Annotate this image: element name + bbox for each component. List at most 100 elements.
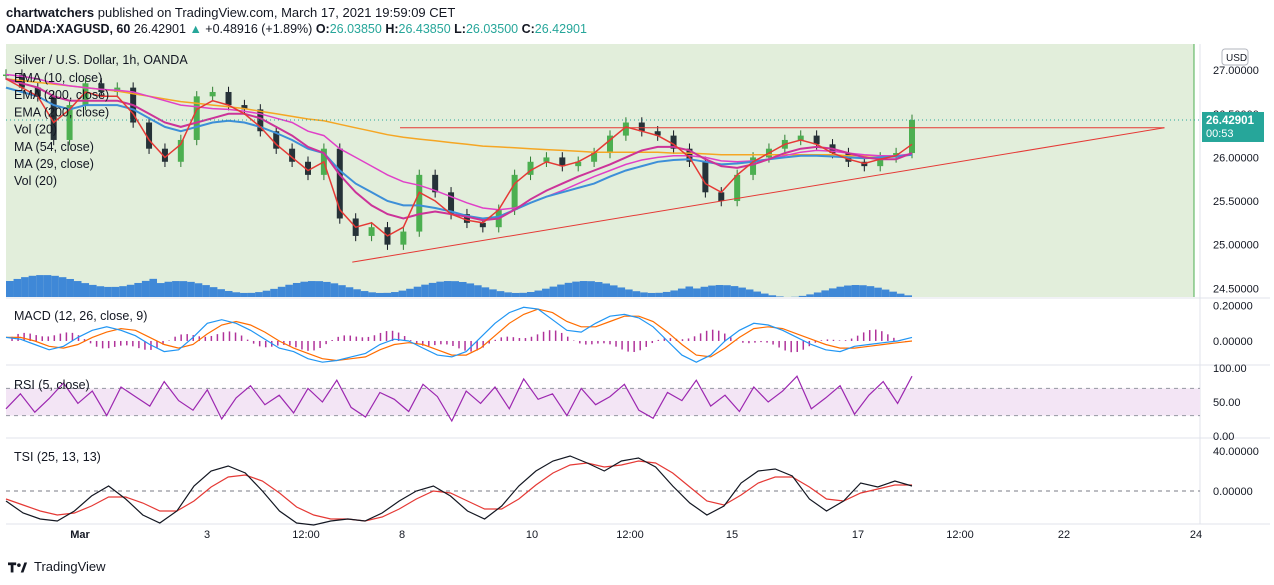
volume-bar [360, 291, 369, 297]
volume-bar [81, 283, 90, 297]
volume-bar [224, 290, 233, 297]
candle-body [257, 109, 264, 132]
legend-entry: MA (29, close) [14, 157, 94, 171]
price-tick-label: 25.00000 [1213, 240, 1259, 252]
currency-label: USD [1226, 53, 1247, 64]
candle-body [813, 135, 820, 145]
candle-body [479, 222, 486, 228]
publish-info: published on TradingView.com, March 17, … [97, 5, 456, 20]
volume-bar [119, 286, 127, 297]
volume-bar [255, 292, 263, 297]
ma29-line [5, 77, 913, 222]
candle-body [416, 174, 423, 232]
volume-bar [202, 285, 210, 297]
countdown-label: 00:53 [1206, 128, 1234, 140]
volume-bar [753, 291, 761, 297]
volume-bar [187, 281, 195, 297]
volume-bar [398, 290, 407, 297]
candle-body [575, 161, 582, 167]
rsi-tick-label: 0.00 [1213, 431, 1234, 443]
volume-bar [262, 290, 271, 297]
tsi-line [5, 455, 913, 526]
x-axis-label: Mar [70, 529, 90, 541]
macd-tick-label: 0.00000 [1213, 336, 1253, 348]
candle-body [559, 157, 566, 167]
volume-bar [13, 278, 22, 297]
candle-body [591, 153, 598, 162]
volume-bar [662, 291, 671, 297]
candle-body [877, 157, 884, 167]
volume-bar [602, 283, 610, 297]
candle-body [909, 119, 915, 154]
volume-bar [519, 292, 527, 297]
volume-bar [217, 289, 225, 297]
volume-bar [43, 275, 52, 297]
candle-body [289, 148, 296, 162]
volume-bar [685, 286, 694, 297]
candle-body [336, 148, 343, 219]
footer-brand: TradingView [34, 559, 106, 574]
volume-bar [806, 294, 814, 297]
volume-bar [209, 287, 218, 297]
volume-bar [844, 285, 852, 297]
volume-bar [836, 286, 845, 297]
candle-body [750, 157, 757, 175]
volume-bar [504, 292, 512, 297]
volume-bar [368, 292, 376, 297]
volume-bar [270, 288, 278, 297]
volume-bar [36, 275, 44, 297]
volume-bar [677, 288, 686, 297]
volume-bar [28, 275, 37, 297]
volume-bar [383, 292, 392, 297]
volume-bar [896, 293, 905, 297]
tsi-tick-label: 0.00000 [1213, 486, 1253, 498]
volume-bar [66, 278, 74, 297]
candle-body [432, 174, 439, 193]
candle-body [638, 122, 645, 132]
price-tick-label: 26.00000 [1213, 152, 1259, 164]
legend-entry: Vol (20) [14, 123, 57, 137]
last-price: 26.42901 [133, 22, 186, 36]
author-name: chartwatchers [6, 5, 95, 20]
volume-bar [813, 292, 822, 297]
volume-bar [172, 281, 180, 297]
volume-bar [315, 281, 324, 297]
volume-bar [58, 277, 67, 297]
volume-bar [738, 287, 746, 297]
candle-body [702, 161, 709, 193]
volume-bar [96, 286, 105, 297]
volume-bar [640, 292, 648, 297]
ohlc-line: OANDA:XAGUSD, 60 26.42901 ▲ +0.48916 (+1… [6, 22, 587, 36]
x-axis-label: 3 [204, 529, 210, 541]
candle-body [146, 122, 153, 149]
volume-bar [904, 295, 912, 297]
candle-body [734, 174, 741, 202]
candle-body [368, 227, 375, 236]
volume-bar [338, 285, 346, 297]
x-axis-label: 22 [1058, 529, 1070, 541]
high-key: H: [385, 22, 399, 36]
tradingview-footer[interactable]: TradingView [8, 559, 106, 574]
volume-bar [768, 295, 777, 297]
candle-body [3, 74, 9, 77]
legend-entry: Vol (20) [14, 174, 57, 188]
volume-bar [693, 288, 701, 297]
rsi-band [6, 388, 1200, 416]
volume-bar [723, 285, 731, 297]
currency-badge [1221, 48, 1249, 66]
candle-body [34, 87, 41, 97]
legend-entry: EMA (200, close) [14, 88, 109, 102]
volume-bar [874, 287, 882, 297]
candle-body [797, 135, 804, 140]
volume-bar [821, 290, 829, 297]
tsi-tick-label: 40.00000 [1213, 446, 1259, 458]
highlight-zone [6, 44, 1194, 297]
candle-body [66, 105, 73, 140]
volume-bar [542, 288, 550, 297]
legend-entry: EMA (200, close) [14, 105, 109, 119]
ema50-line [5, 86, 913, 220]
volume-bar [375, 292, 384, 297]
volume-bar [572, 281, 580, 297]
candle-body [50, 96, 57, 140]
